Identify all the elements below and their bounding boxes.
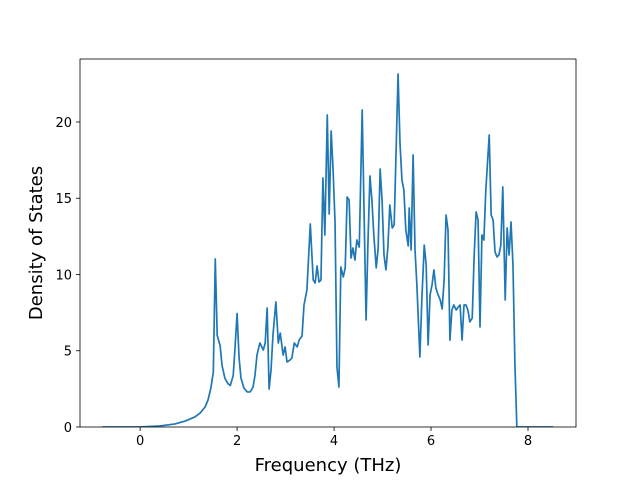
x-tick-label: 4	[330, 434, 338, 449]
x-tick-label: 6	[427, 434, 435, 449]
data-line	[102, 73, 554, 427]
axes-frame	[79, 58, 577, 428]
y-tick-label: 20	[55, 116, 72, 131]
x-tick-label: 2	[233, 434, 241, 449]
y-axis-label: Density of States	[26, 166, 47, 320]
x-tick-label: 8	[524, 434, 532, 449]
y-tick-label: 15	[55, 192, 72, 207]
x-axis-label: Frequency (THz)	[255, 455, 402, 476]
y-tick-label: 5	[64, 345, 72, 360]
y-tick-label: 10	[55, 268, 72, 283]
y-tick-label: 0	[64, 421, 72, 436]
x-tick-label: 0	[136, 434, 144, 449]
